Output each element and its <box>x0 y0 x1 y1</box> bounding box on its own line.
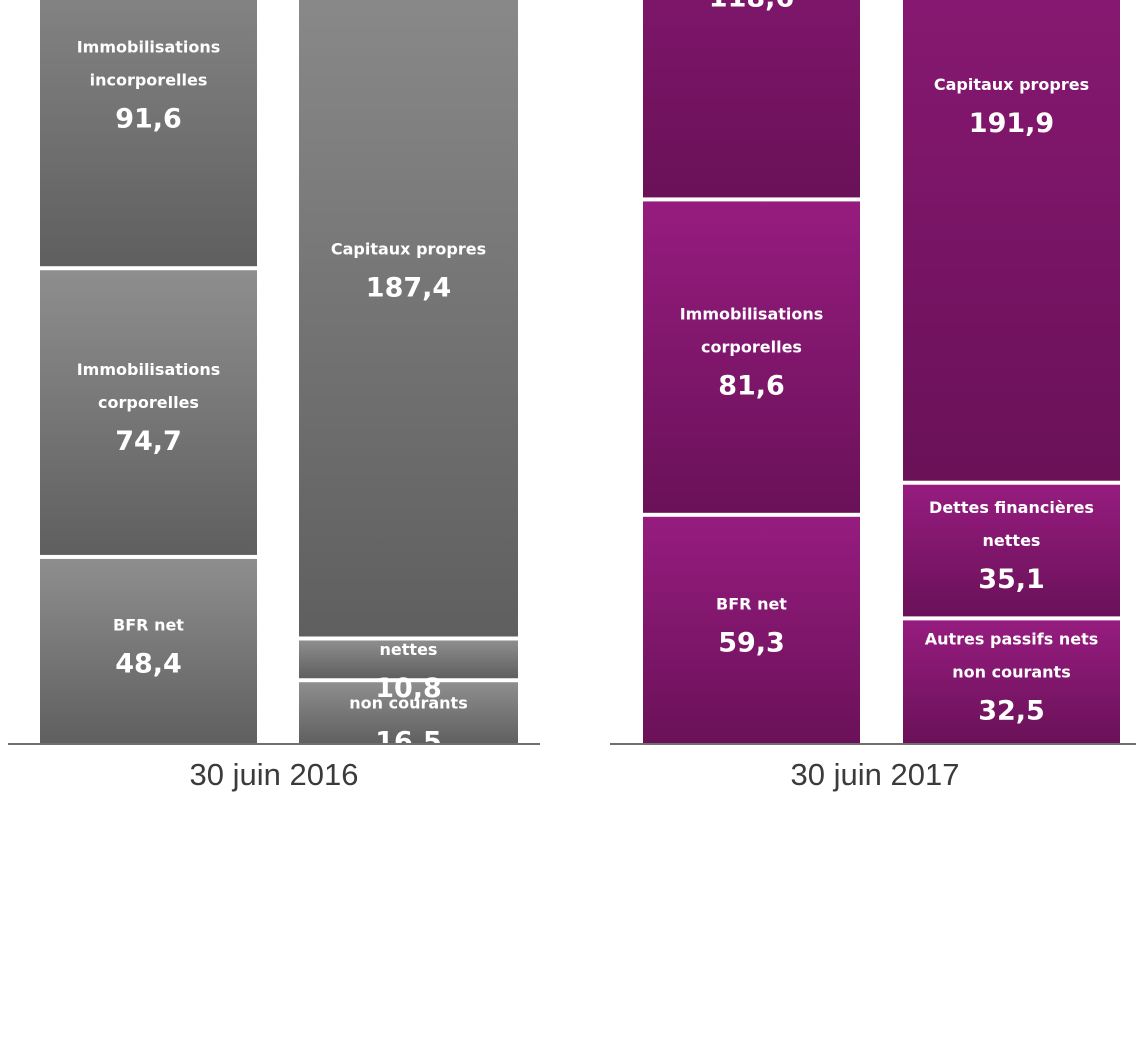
segment-label-immobilisations-corporelles-30-juin-2016: corporelles <box>98 393 199 412</box>
segment-label-autres-passifs-nets-non-courants-30-juin-2017: non courants <box>952 663 1070 682</box>
bar-segment-immobilisations-incorporelles-30-juin-2016 <box>40 0 257 267</box>
segment-value-dettes-financieres-nettes-30-juin-2016: 10,8 <box>375 673 442 704</box>
segment-value-bfr-net-30-juin-2017: 59,3 <box>718 627 785 658</box>
bar-segment-immobilisations-incorporelles-30-juin-2017 <box>643 0 860 198</box>
segment-value-dettes-financieres-nettes-30-juin-2017: 35,1 <box>978 564 1045 595</box>
segment-value-capitaux-propres-30-juin-2016: 187,4 <box>366 272 451 303</box>
bar-segment-immobilisations-corporelles-30-juin-2017 <box>643 201 860 513</box>
segment-label-dettes-financieres-nettes-30-juin-2016: nettes <box>380 640 438 659</box>
bar-segment-capitaux-propres-30-juin-2016 <box>299 0 518 637</box>
category-label-30-juin-2017: 30 juin 2017 <box>791 757 960 792</box>
segment-value-immobilisations-corporelles-30-juin-2016: 74,7 <box>115 426 182 457</box>
segment-label-bfr-net-30-juin-2016: BFR net <box>113 615 184 634</box>
segment-label-dettes-financieres-nettes-30-juin-2017: nettes <box>983 531 1041 550</box>
bar-segment-capitaux-propres-30-juin-2017 <box>903 0 1120 481</box>
segment-label-autres-passifs-nets-non-courants-30-juin-2016: non courants <box>349 694 467 713</box>
segment-value-capitaux-propres-30-juin-2017: 191,9 <box>969 108 1054 139</box>
segment-value-immobilisations-corporelles-30-juin-2017: 81,6 <box>718 371 785 402</box>
bar-segment-bfr-net-30-juin-2017 <box>643 516 860 744</box>
segment-label-immobilisations-incorporelles-30-juin-2016: Immobilisations <box>77 38 221 57</box>
column-actif-30-juin-2017: BFR net 59,3 Immobilisations corporelles 81,… <box>643 0 860 744</box>
segment-value-autres-passifs-nets-non-courants-30-juin-2016: 16,5 <box>375 727 442 758</box>
bar-segment-dettes-financieres-nettes-30-juin-2016 <box>299 640 518 679</box>
segment-label-autres-passifs-nets-non-courants-30-juin-2017: Autres passifs nets <box>925 630 1099 649</box>
segment-label-capitaux-propres-30-juin-2017: Capitaux propres <box>934 75 1089 94</box>
segment-label-capitaux-propres-30-juin-2016: Capitaux propres <box>331 239 486 258</box>
category-label-30-juin-2016: 30 juin 2016 <box>190 757 359 792</box>
segment-label-immobilisations-corporelles-30-juin-2016: Immobilisations <box>77 360 221 379</box>
bar-segment-bfr-net-30-juin-2016 <box>40 558 257 744</box>
segment-label-dettes-financieres-nettes-30-juin-2017: Dettes financières <box>929 498 1094 517</box>
segment-value-autres-passifs-nets-non-courants-30-juin-2017: 32,5 <box>978 696 1045 727</box>
segment-label-immobilisations-corporelles-30-juin-2017: Immobilisations <box>680 305 824 324</box>
segment-value-bfr-net-30-juin-2016: 48,4 <box>115 648 182 679</box>
column-actif-30-juin-2016: BFR net 48,4 Immobilisations corporelles 74,… <box>40 0 257 744</box>
bar-segment-immobilisations-corporelles-30-juin-2016 <box>40 270 257 555</box>
column-passif-30-juin-2017: Autres passifs nets non courants 32,5 Dette… <box>903 0 1120 744</box>
bar-segment-autres-passifs-nets-non-courants-30-juin-2016 <box>299 682 518 744</box>
panel-30-juin-2017: BFR net 59,3 Immobilisations corporelles 81,… <box>610 0 1136 792</box>
segment-value-immobilisations-incorporelles-30-juin-2016: 91,6 <box>115 104 182 135</box>
segment-label-immobilisations-incorporelles-30-juin-2016: incorporelles <box>90 71 208 90</box>
segment-label-immobilisations-corporelles-30-juin-2017: corporelles <box>701 338 802 357</box>
panel-30-juin-2016: BFR net 48,4 Immobilisations corporelles 74,… <box>8 0 540 792</box>
segment-value-immobilisations-incorporelles-30-juin-2017: 118,6 <box>709 0 794 14</box>
segment-label-bfr-net-30-juin-2017: BFR net <box>716 594 787 613</box>
bar-segment-dettes-financieres-nettes-30-juin-2017 <box>903 484 1120 617</box>
bar-segment-autres-passifs-nets-non-courants-30-juin-2017 <box>903 620 1120 744</box>
